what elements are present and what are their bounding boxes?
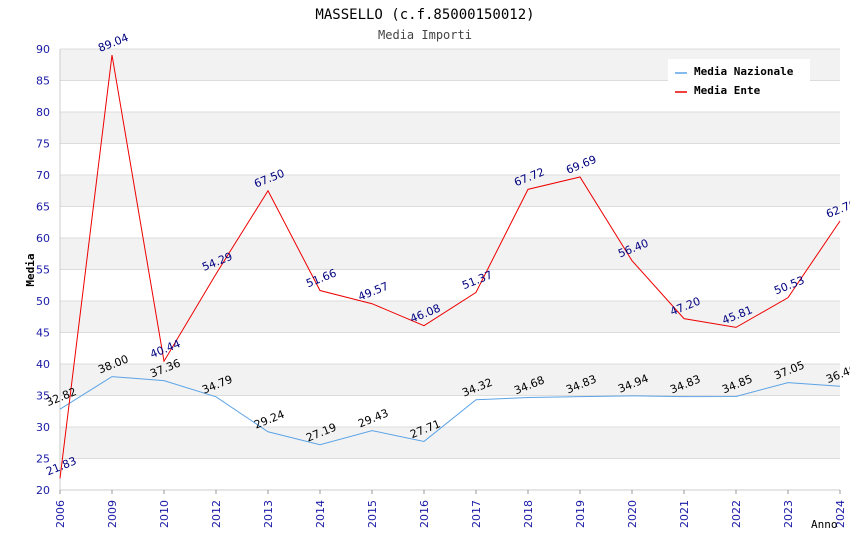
y-tick-label: 45 bbox=[36, 327, 50, 340]
y-tick-label: 30 bbox=[36, 421, 50, 434]
y-tick-label: 75 bbox=[36, 138, 50, 151]
legend-label-ente: Media Ente bbox=[694, 84, 761, 97]
x-tick-label: 2022 bbox=[730, 500, 743, 528]
series-line-nazionale bbox=[59, 376, 841, 446]
grid-band bbox=[60, 112, 840, 144]
grid-band bbox=[60, 238, 840, 270]
y-tick-label: 20 bbox=[36, 484, 50, 497]
x-tick-label: 2018 bbox=[522, 500, 535, 528]
y-tick-label: 50 bbox=[36, 295, 50, 308]
x-tick-labels: 2006 2009 2010 2012 2013 2014 2015 2016 2017 2018… bbox=[54, 500, 847, 528]
chart-title: MASSELLO (c.f.85000150012) bbox=[315, 7, 534, 23]
series-lines bbox=[59, 54, 841, 479]
y-tick-label: 80 bbox=[36, 106, 50, 119]
chart-subtitle: Media Importi bbox=[378, 28, 472, 42]
x-tick-label: 2013 bbox=[262, 500, 275, 528]
grid-bands bbox=[60, 49, 840, 459]
x-tick-label: 2010 bbox=[158, 500, 171, 528]
x-tick-label: 2024 bbox=[834, 500, 847, 528]
y-tick-label: 90 bbox=[36, 43, 50, 56]
x-tick-label: 2021 bbox=[678, 500, 691, 528]
x-tick-label: 2017 bbox=[470, 500, 483, 528]
y-tick-label: 55 bbox=[36, 264, 50, 277]
x-tick-label: 2020 bbox=[626, 500, 639, 528]
axes bbox=[59, 49, 841, 494]
data-label: 51.37 bbox=[460, 268, 494, 292]
y-tick-label: 60 bbox=[36, 232, 50, 245]
y-tick-label: 40 bbox=[36, 358, 50, 371]
grid-band bbox=[60, 175, 840, 207]
x-tick-label: 2015 bbox=[366, 500, 379, 528]
x-tick-label: 2023 bbox=[782, 500, 795, 528]
y-tick-label: 35 bbox=[36, 390, 50, 403]
grid-band bbox=[60, 427, 840, 459]
y-axis-label: Media bbox=[24, 253, 37, 286]
x-tick-label: 2006 bbox=[54, 500, 67, 528]
data-label: 49.57 bbox=[356, 280, 390, 304]
y-tick-label: 85 bbox=[36, 75, 50, 88]
series-line-ente bbox=[59, 54, 841, 479]
y-tick-label: 70 bbox=[36, 169, 50, 182]
legend-label-nazionale: Media Nazionale bbox=[694, 65, 794, 78]
y-tick-labels: 20 25 30 35 40 45 50 55 60 65 70 75 80 85 90 bbox=[36, 43, 50, 497]
x-axis-label: Anno bbox=[811, 518, 838, 531]
x-tick-label: 2014 bbox=[314, 500, 327, 528]
data-label: 69.69 bbox=[564, 153, 598, 177]
data-label: 50.53 bbox=[772, 274, 806, 298]
x-tick-label: 2012 bbox=[210, 500, 223, 528]
y-tick-label: 25 bbox=[36, 453, 50, 466]
legend-box bbox=[668, 59, 810, 101]
y-tick-label: 65 bbox=[36, 201, 50, 214]
grid-band bbox=[60, 364, 840, 396]
x-tick-label: 2009 bbox=[106, 500, 119, 528]
x-tick-label: 2016 bbox=[418, 500, 431, 528]
legend: Media Nazionale Media Ente bbox=[668, 59, 810, 101]
x-tick-label: 2019 bbox=[574, 500, 587, 528]
